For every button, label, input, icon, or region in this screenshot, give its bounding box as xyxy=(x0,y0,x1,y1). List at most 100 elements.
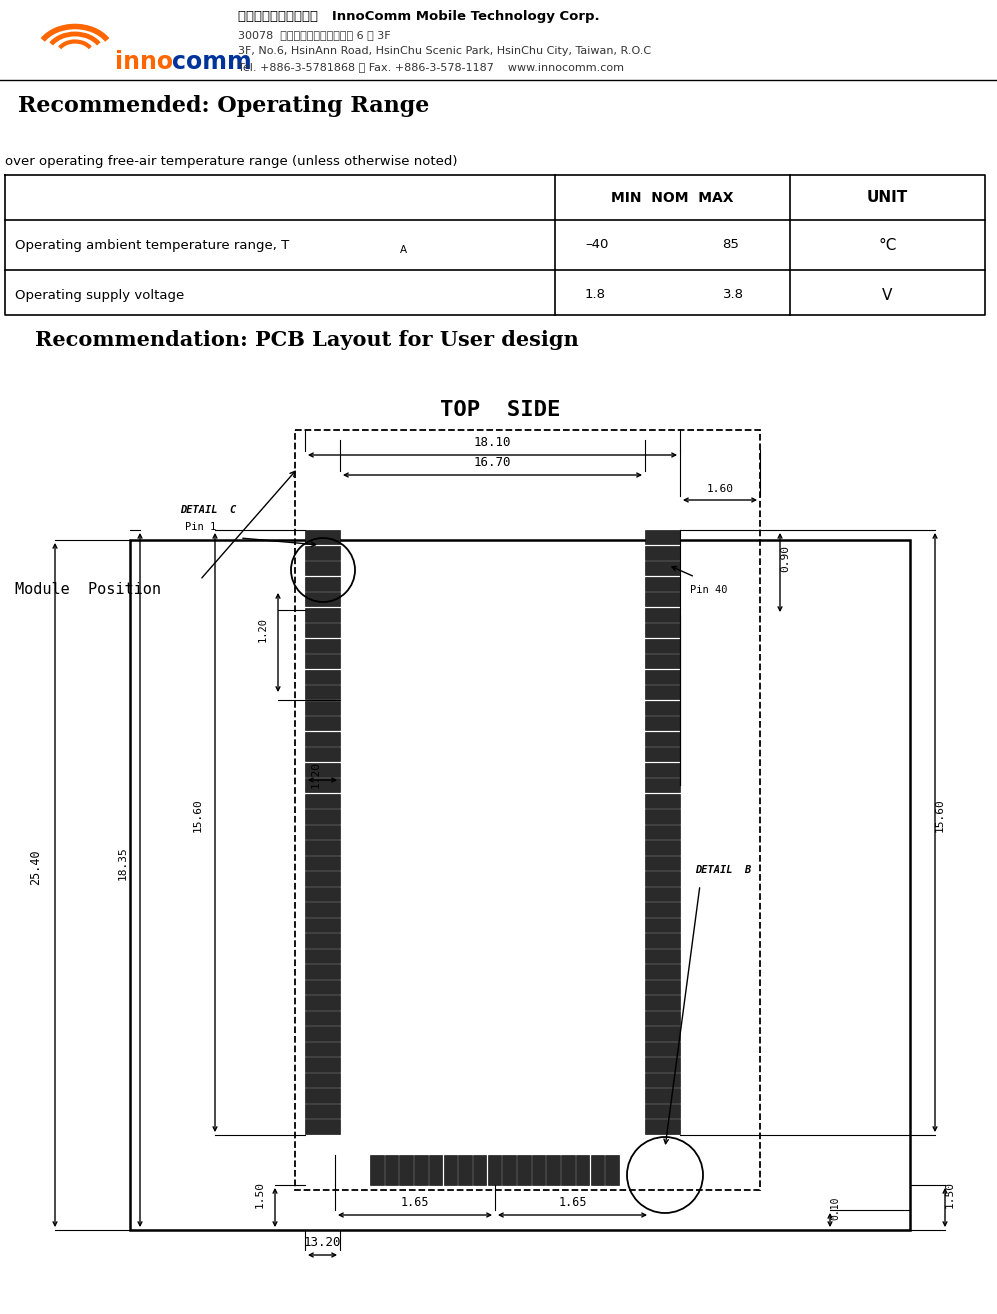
Polygon shape xyxy=(305,685,340,699)
Text: 15.60: 15.60 xyxy=(193,799,203,833)
Polygon shape xyxy=(305,561,340,576)
Polygon shape xyxy=(645,654,680,669)
Polygon shape xyxy=(305,1088,340,1102)
Polygon shape xyxy=(305,996,340,1009)
Polygon shape xyxy=(645,700,680,715)
Polygon shape xyxy=(517,1155,530,1185)
Polygon shape xyxy=(645,825,680,840)
Text: Recommended: Operating Range: Recommended: Operating Range xyxy=(18,95,430,117)
Text: Tel. +886-3-5781868 ／ Fax. +886-3-578-1187    www.innocomm.com: Tel. +886-3-5781868 ／ Fax. +886-3-578-11… xyxy=(238,62,624,72)
Polygon shape xyxy=(645,933,680,947)
Polygon shape xyxy=(645,623,680,637)
Polygon shape xyxy=(645,1058,680,1072)
Polygon shape xyxy=(645,903,680,917)
Text: Pin 1: Pin 1 xyxy=(185,522,216,532)
Polygon shape xyxy=(645,607,680,622)
Text: 0.10: 0.10 xyxy=(830,1197,840,1219)
Text: 1.20: 1.20 xyxy=(310,762,320,788)
Polygon shape xyxy=(305,778,340,792)
Polygon shape xyxy=(305,593,340,606)
Text: 0.90: 0.90 xyxy=(780,545,790,573)
Polygon shape xyxy=(305,607,340,622)
Polygon shape xyxy=(645,1120,680,1134)
Polygon shape xyxy=(305,809,340,824)
Polygon shape xyxy=(414,1155,428,1185)
Polygon shape xyxy=(459,1155,472,1185)
Text: Recommendation: PCB Layout for User design: Recommendation: PCB Layout for User desi… xyxy=(35,330,578,350)
Polygon shape xyxy=(645,1026,680,1041)
Text: over operating free-air temperature range (unless otherwise noted): over operating free-air temperature rang… xyxy=(5,155,458,168)
Polygon shape xyxy=(305,980,340,995)
Polygon shape xyxy=(305,903,340,917)
Polygon shape xyxy=(305,732,340,746)
Text: DETAIL  C: DETAIL C xyxy=(180,505,236,515)
Polygon shape xyxy=(645,561,680,576)
Polygon shape xyxy=(305,530,340,544)
Text: inno: inno xyxy=(115,50,173,74)
Polygon shape xyxy=(645,871,680,886)
Polygon shape xyxy=(645,1010,680,1025)
Polygon shape xyxy=(645,530,680,544)
Text: °C: °C xyxy=(878,238,896,252)
Polygon shape xyxy=(429,1155,443,1185)
Polygon shape xyxy=(305,545,340,560)
Polygon shape xyxy=(305,933,340,947)
Polygon shape xyxy=(305,700,340,715)
Polygon shape xyxy=(370,1155,384,1185)
Text: 18.35: 18.35 xyxy=(118,846,128,880)
Polygon shape xyxy=(645,809,680,824)
Polygon shape xyxy=(645,840,680,854)
Polygon shape xyxy=(305,716,340,731)
Text: 18.10: 18.10 xyxy=(474,436,511,449)
Text: V: V xyxy=(882,288,892,302)
Polygon shape xyxy=(385,1155,398,1185)
Text: 1.20: 1.20 xyxy=(258,618,268,643)
Polygon shape xyxy=(645,593,680,606)
Text: 開元通訊股份有限公司   InnoComm Mobile Technology Corp.: 開元通訊股份有限公司 InnoComm Mobile Technology Co… xyxy=(238,11,599,24)
Polygon shape xyxy=(576,1155,589,1185)
Polygon shape xyxy=(645,545,680,560)
Polygon shape xyxy=(305,1026,340,1041)
Text: 25.40: 25.40 xyxy=(30,849,43,886)
Polygon shape xyxy=(305,1120,340,1134)
Polygon shape xyxy=(645,794,680,808)
Text: 85: 85 xyxy=(723,239,740,251)
Polygon shape xyxy=(645,980,680,995)
Polygon shape xyxy=(645,949,680,963)
Text: MIN  NOM  MAX: MIN NOM MAX xyxy=(611,191,734,205)
Text: Operating supply voltage: Operating supply voltage xyxy=(15,289,184,301)
Polygon shape xyxy=(305,1010,340,1025)
Text: Module  Position: Module Position xyxy=(15,582,161,598)
Polygon shape xyxy=(645,1074,680,1087)
Polygon shape xyxy=(305,794,340,808)
Polygon shape xyxy=(645,577,680,591)
Text: A: A xyxy=(400,244,407,255)
Polygon shape xyxy=(645,639,680,653)
Text: 1.60: 1.60 xyxy=(707,484,734,494)
Polygon shape xyxy=(444,1155,457,1185)
Polygon shape xyxy=(590,1155,604,1185)
Polygon shape xyxy=(305,1074,340,1087)
Text: 1.65: 1.65 xyxy=(401,1196,430,1209)
Text: Operating ambient temperature range, T: Operating ambient temperature range, T xyxy=(15,239,289,251)
Polygon shape xyxy=(488,1155,501,1185)
Polygon shape xyxy=(645,685,680,699)
Polygon shape xyxy=(305,748,340,761)
Text: UNIT: UNIT xyxy=(866,191,908,205)
Polygon shape xyxy=(305,670,340,683)
Polygon shape xyxy=(305,840,340,854)
Polygon shape xyxy=(305,855,340,870)
Polygon shape xyxy=(305,887,340,901)
Polygon shape xyxy=(645,1042,680,1056)
Polygon shape xyxy=(305,917,340,932)
Polygon shape xyxy=(645,670,680,683)
Polygon shape xyxy=(645,1104,680,1118)
Polygon shape xyxy=(305,654,340,669)
Polygon shape xyxy=(645,762,680,777)
Polygon shape xyxy=(305,1104,340,1118)
Polygon shape xyxy=(305,623,340,637)
Polygon shape xyxy=(645,732,680,746)
Polygon shape xyxy=(531,1155,545,1185)
Text: 1.50: 1.50 xyxy=(255,1180,265,1208)
Polygon shape xyxy=(305,639,340,653)
